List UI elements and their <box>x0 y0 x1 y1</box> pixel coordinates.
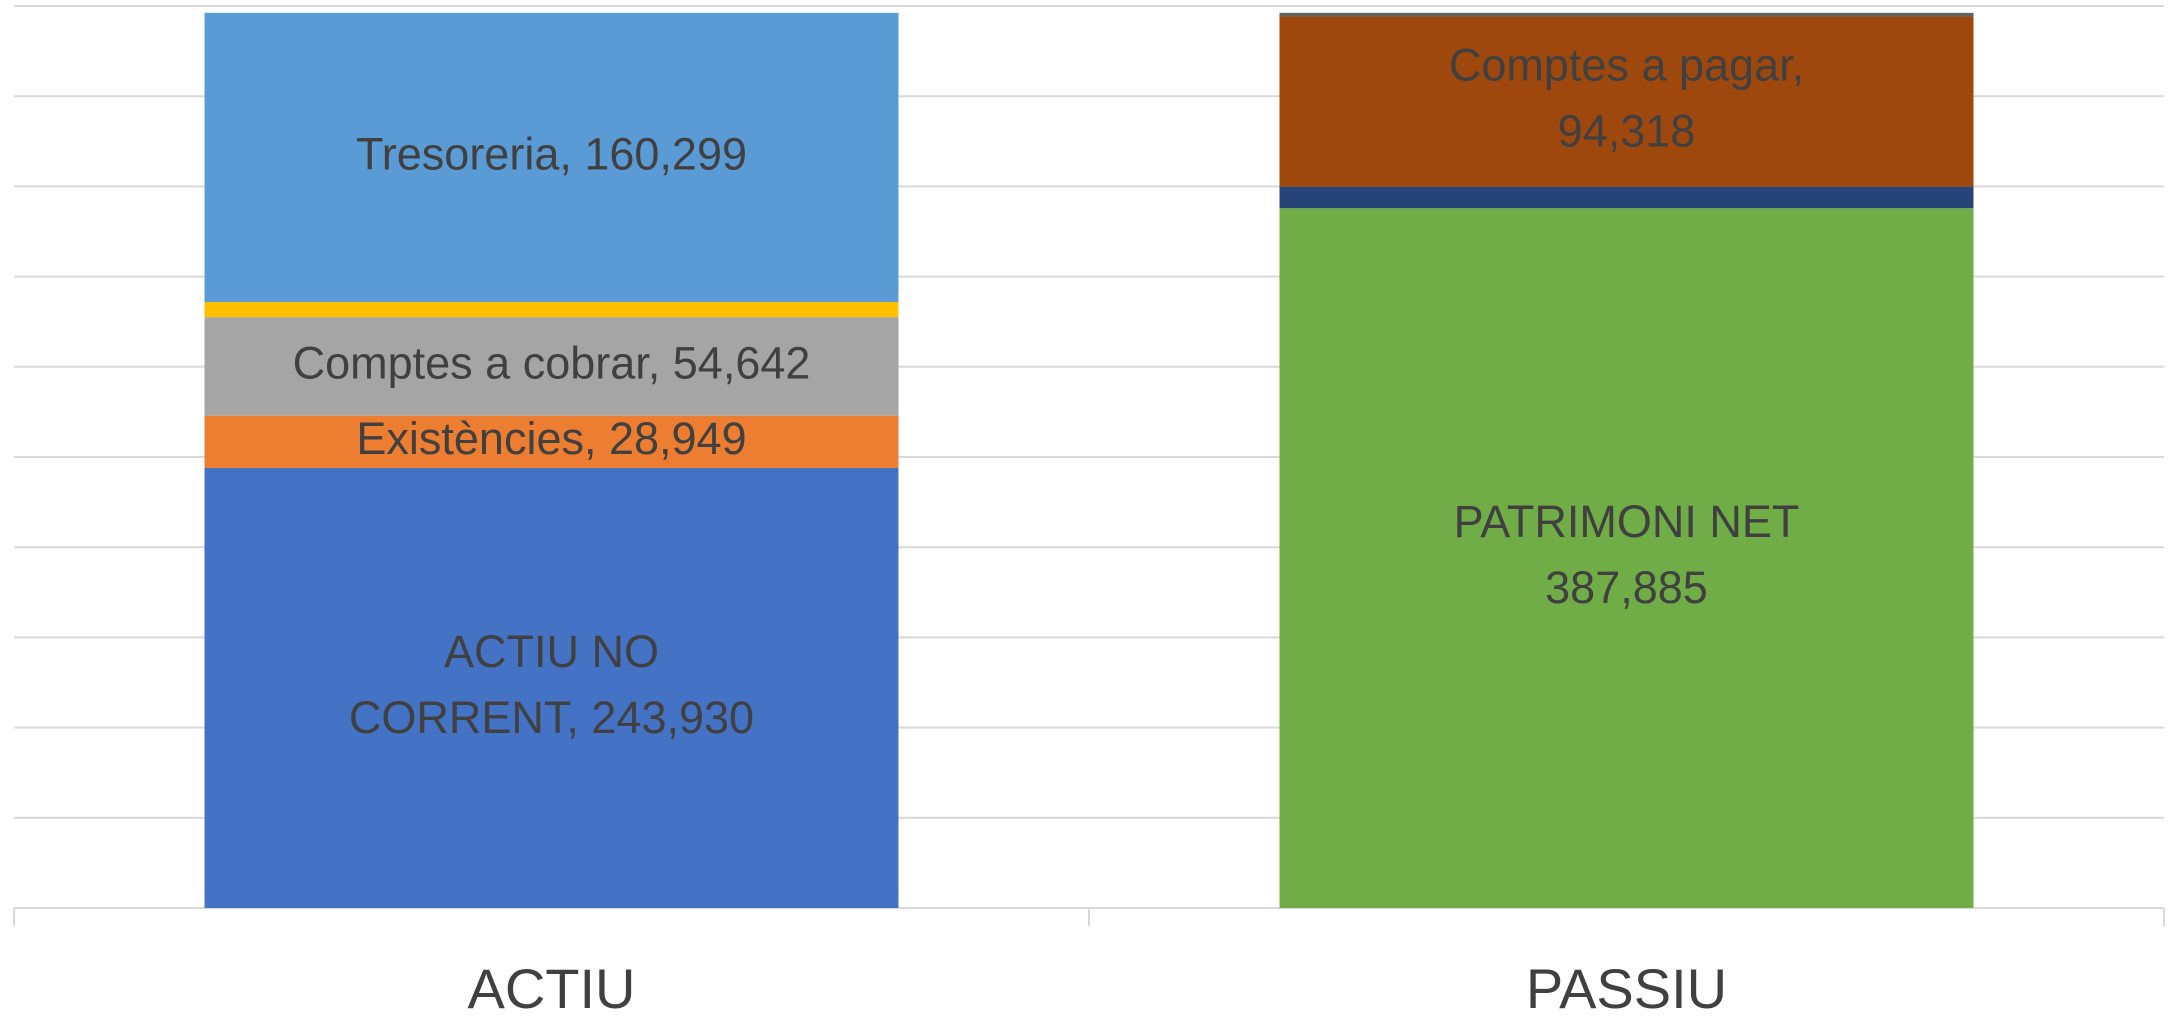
bar-segment <box>204 301 899 318</box>
data-label: Tresoreria, 160,299 <box>356 128 747 179</box>
x-tick-label: PASSIU <box>1526 957 1727 1018</box>
x-tick-label: ACTIU <box>468 957 636 1018</box>
bar-segment <box>204 12 899 302</box>
bar-segment <box>1279 16 1974 187</box>
data-label: PATRIMONI NET 387,885 <box>1454 496 1800 613</box>
data-label: Existències, 28,949 <box>356 413 746 464</box>
bar-segment <box>204 467 899 908</box>
bar-segment <box>1279 208 1974 908</box>
data-label: Comptes a pagar, 94,318 <box>1449 39 1804 156</box>
bar-segment <box>1279 186 1974 209</box>
data-label: ACTIU NO CORRENT, 243,930 <box>349 626 754 743</box>
data-label: Comptes a cobrar, 54,642 <box>293 337 811 388</box>
bar-segment <box>1279 12 1974 17</box>
bar-segment <box>204 317 899 416</box>
bar-segment <box>204 415 899 468</box>
